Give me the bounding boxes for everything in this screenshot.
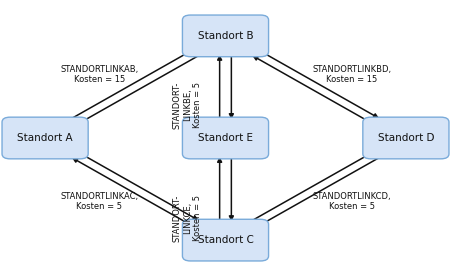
FancyBboxPatch shape bbox=[182, 219, 268, 261]
Text: Standort B: Standort B bbox=[198, 31, 253, 41]
Text: STANDORT-
LINKCE,
Kosten = 5: STANDORT- LINKCE, Kosten = 5 bbox=[172, 195, 202, 242]
Text: Standort D: Standort D bbox=[377, 133, 434, 143]
FancyBboxPatch shape bbox=[363, 117, 449, 159]
FancyBboxPatch shape bbox=[2, 117, 88, 159]
Text: Standort C: Standort C bbox=[198, 235, 253, 245]
FancyBboxPatch shape bbox=[182, 117, 268, 159]
FancyBboxPatch shape bbox=[182, 15, 268, 57]
Text: STANDORTLINKAB,
Kosten = 15: STANDORTLINKAB, Kosten = 15 bbox=[60, 65, 138, 84]
Text: STANDORTLINKAC,
Kosten = 5: STANDORTLINKAC, Kosten = 5 bbox=[60, 192, 138, 211]
Text: STANDORTLINKBD,
Kosten = 15: STANDORTLINKBD, Kosten = 15 bbox=[312, 65, 391, 84]
Text: STANDORTLINKCD,
Kosten = 5: STANDORTLINKCD, Kosten = 5 bbox=[313, 192, 391, 211]
Text: Standort A: Standort A bbox=[17, 133, 73, 143]
Text: STANDORT-
LINKBE,
Kosten = 5: STANDORT- LINKBE, Kosten = 5 bbox=[172, 81, 202, 129]
Text: Standort E: Standort E bbox=[198, 133, 253, 143]
